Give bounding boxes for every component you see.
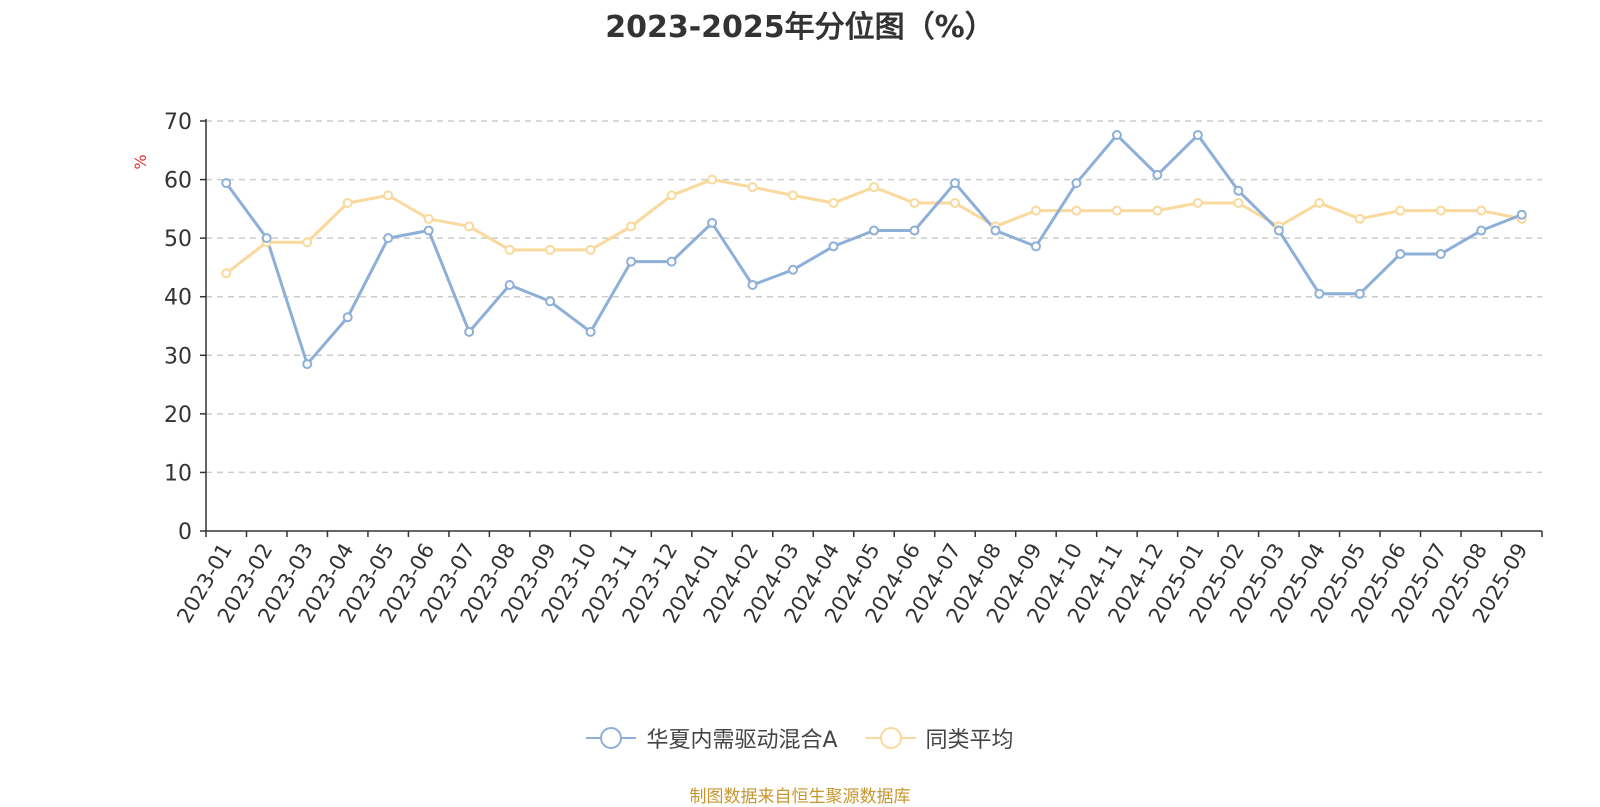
data-point-fund[interactable] [869, 225, 879, 236]
data-point-peer-average[interactable] [302, 237, 313, 248]
data-point-peer-average[interactable] [545, 244, 556, 255]
grid-lines [206, 120, 1542, 474]
data-point-fund[interactable] [747, 280, 758, 290]
data-point-peer-average[interactable] [585, 244, 596, 255]
data-point-fund[interactable] [261, 233, 272, 244]
data-point-fund[interactable] [788, 264, 799, 275]
legend-item-peer-average[interactable]: 同类平均 [865, 722, 1014, 754]
y-tick-label: 0 [178, 520, 192, 545]
y-tick-label: 20 [164, 403, 192, 428]
data-point-fund[interactable] [666, 256, 677, 267]
data-point-fund[interactable] [1152, 169, 1163, 180]
data-point-peer-average[interactable] [626, 221, 637, 232]
source-note: 制图数据来自恒生聚源数据库 [689, 787, 911, 807]
axes: 0102030405060702023-012023-022023-032023… [164, 110, 1543, 627]
data-point-fund[interactable] [464, 326, 475, 337]
data-point-peer-average[interactable] [464, 221, 475, 232]
data-point-peer-average[interactable] [869, 182, 879, 193]
data-point-peer-average[interactable] [1111, 205, 1122, 216]
data-point-fund[interactable] [1354, 288, 1365, 299]
data-point-peer-average[interactable] [1152, 205, 1163, 216]
legend: 华夏内需驱动混合A 同类平均 [0, 722, 1600, 754]
data-point-peer-average[interactable] [1395, 205, 1406, 216]
y-tick-label: 70 [164, 110, 192, 135]
data-point-fund[interactable] [504, 280, 515, 290]
data-point-fund[interactable] [545, 296, 556, 307]
data-point-fund[interactable] [1030, 241, 1041, 252]
data-point-peer-average[interactable] [221, 268, 232, 279]
legend-item-fund[interactable]: 华夏内需驱动混合A [586, 722, 838, 754]
data-point-fund[interactable] [1071, 178, 1082, 189]
y-axis-label: % [131, 154, 150, 169]
data-point-peer-average[interactable] [1476, 205, 1487, 216]
y-tick-label: 50 [164, 227, 192, 252]
data-point-fund[interactable] [1273, 225, 1284, 236]
data-point-fund[interactable] [302, 359, 313, 370]
data-point-peer-average[interactable] [1354, 213, 1365, 224]
data-point-fund[interactable] [1516, 209, 1527, 220]
data-point-peer-average[interactable] [423, 213, 434, 224]
data-point-peer-average[interactable] [342, 198, 353, 208]
legend-label-fund: 华夏内需驱动混合A [646, 728, 838, 753]
data-point-peer-average[interactable] [1233, 198, 1244, 208]
y-tick-label: 30 [164, 344, 192, 369]
legend-marker-peer-average [865, 726, 916, 750]
data-point-fund[interactable] [1435, 248, 1446, 259]
data-point-peer-average[interactable] [666, 190, 677, 201]
data-point-peer-average[interactable] [1030, 205, 1041, 216]
y-tick-label: 60 [164, 169, 192, 194]
data-point-fund[interactable] [990, 225, 1001, 236]
series-line-fund [225, 133, 1523, 366]
data-point-fund[interactable] [1111, 130, 1122, 141]
data-point-peer-average[interactable] [909, 198, 920, 208]
data-point-peer-average[interactable] [949, 198, 960, 208]
data-point-fund[interactable] [949, 178, 960, 189]
legend-label-peer-average: 同类平均 [925, 728, 1014, 753]
data-point-fund[interactable] [909, 225, 920, 236]
data-point-fund[interactable] [626, 256, 637, 267]
data-point-fund[interactable] [1192, 130, 1203, 141]
legend-marker-fund [586, 726, 637, 750]
data-point-fund[interactable] [423, 225, 434, 236]
data-point-peer-average[interactable] [707, 174, 718, 185]
data-point-peer-average[interactable] [504, 244, 515, 255]
y-tick-label: 10 [164, 461, 192, 486]
data-point-fund[interactable] [707, 217, 718, 228]
data-point-fund[interactable] [342, 312, 353, 323]
data-point-fund[interactable] [221, 178, 232, 189]
data-point-fund[interactable] [1476, 225, 1487, 236]
data-point-peer-average[interactable] [383, 190, 394, 201]
data-point-peer-average[interactable] [1192, 198, 1203, 208]
data-point-peer-average[interactable] [1314, 198, 1325, 208]
y-tick-label: 40 [164, 286, 192, 311]
data-point-peer-average[interactable] [1071, 205, 1082, 216]
data-point-fund[interactable] [1314, 288, 1325, 299]
data-point-fund[interactable] [383, 233, 394, 244]
data-point-fund[interactable] [828, 241, 839, 252]
data-point-fund[interactable] [1233, 185, 1244, 196]
data-point-peer-average[interactable] [747, 182, 758, 193]
data-point-fund[interactable] [1395, 248, 1406, 259]
data-point-peer-average[interactable] [828, 198, 839, 208]
data-point-fund[interactable] [585, 326, 596, 337]
data-point-peer-average[interactable] [1435, 205, 1446, 216]
chart-title: 2023-2025年分位图（%） [605, 10, 995, 45]
series-lines [221, 130, 1527, 370]
data-point-peer-average[interactable] [788, 190, 799, 201]
